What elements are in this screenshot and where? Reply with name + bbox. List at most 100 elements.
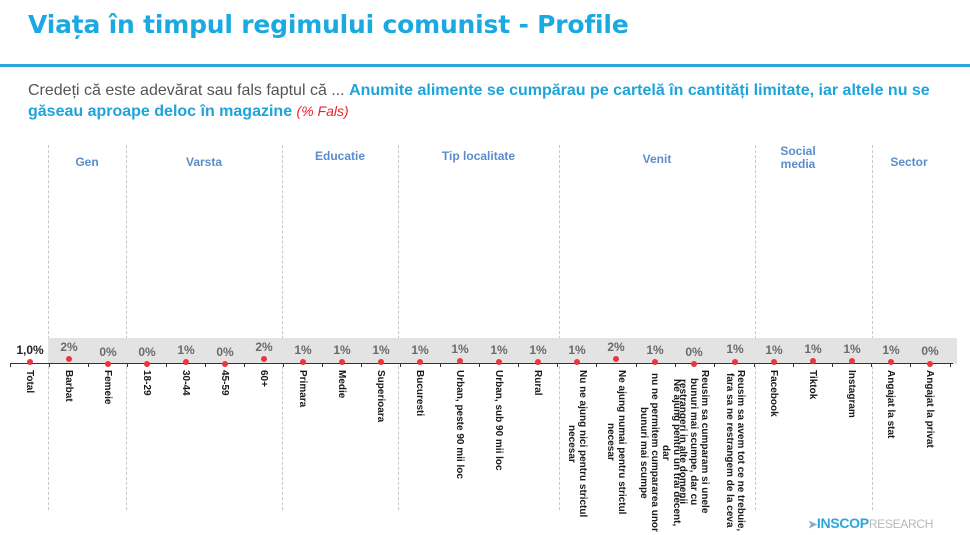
data-marker — [144, 361, 150, 367]
inscop-logo: ➤INSCOPRESEARCH — [808, 515, 933, 531]
axis-tick — [910, 363, 911, 367]
group-divider — [755, 145, 756, 510]
category-label: Medie — [336, 370, 347, 399]
value-label: 2% — [255, 340, 273, 354]
data-marker — [105, 361, 111, 367]
value-label: 1% — [372, 343, 390, 357]
data-marker — [457, 358, 463, 364]
value-label: 0% — [685, 345, 703, 359]
category-label: Barbat — [63, 370, 74, 402]
data-marker — [732, 359, 738, 365]
page-title: Viața în timpul regimului comunist - Pro… — [28, 10, 629, 39]
category-label: Urban, sub 90 mii loc — [493, 370, 504, 471]
value-label: 1% — [294, 343, 312, 357]
axis-tick — [675, 363, 676, 367]
value-label: 0% — [138, 345, 156, 359]
axis-tick — [596, 363, 597, 367]
data-marker — [417, 359, 423, 365]
axis-tick — [440, 363, 441, 367]
category-label: Reusim sa avem tot ce ne trebuie, fara s… — [724, 370, 746, 532]
axis-tick — [714, 363, 715, 367]
value-label: 0% — [99, 345, 117, 359]
question-unit: (% Fals) — [296, 103, 349, 119]
category-label: Tiktok — [807, 370, 818, 400]
value-label: 2% — [60, 340, 78, 354]
question-text: Credeți că este adevărat sau fals faptul… — [28, 80, 948, 122]
value-label: 1% — [843, 342, 861, 356]
question-prefix: Credeți că este adevărat sau fals faptul… — [28, 82, 350, 99]
axis-tick — [832, 363, 833, 367]
data-marker — [378, 359, 384, 365]
value-label: 1% — [411, 343, 429, 357]
group-divider — [126, 145, 127, 510]
category-label: 45-59 — [219, 370, 230, 396]
category-label: 18-29 — [141, 370, 152, 396]
group-divider — [282, 145, 283, 510]
group-label-venit: Venit — [642, 152, 672, 166]
group-divider — [559, 145, 560, 510]
category-label: Urban, peste 90 mii loc — [454, 370, 465, 479]
axis-tick — [754, 363, 755, 367]
category-label: Facebook — [768, 370, 779, 417]
axis-tick — [166, 363, 167, 367]
category-label: Primara — [297, 370, 308, 408]
category-label: Bucuresti — [414, 370, 425, 417]
data-marker — [613, 356, 619, 362]
category-label: Instagram — [846, 370, 857, 418]
value-label: 1% — [568, 343, 586, 357]
group-label-educatie: Educatie — [314, 149, 365, 163]
group-divider — [48, 145, 49, 510]
data-marker — [691, 361, 697, 367]
value-label: 0% — [216, 345, 234, 359]
value-label: 0% — [921, 344, 939, 358]
title-underline — [0, 64, 970, 67]
data-marker — [496, 359, 502, 365]
logo-mark-icon: ➤ — [808, 519, 817, 531]
category-label: Superioara — [375, 370, 386, 423]
category-label-total: Total — [24, 370, 35, 394]
category-label: Angajat la stat — [885, 370, 896, 439]
axis-tick — [88, 363, 89, 367]
data-marker — [183, 359, 189, 365]
axis-tick — [283, 363, 284, 367]
axis-tick — [950, 363, 951, 367]
x-axis — [10, 363, 953, 364]
value-label: 1% — [451, 342, 469, 356]
axis-tick — [636, 363, 637, 367]
axis-tick — [205, 363, 206, 367]
axis-tick — [244, 363, 245, 367]
category-label: Ne ajung numai pentru strictul necesar — [605, 370, 627, 515]
axis-tick — [127, 363, 128, 367]
logo-brand: INSCOP — [816, 515, 869, 531]
value-label: 1% — [177, 343, 195, 357]
data-marker — [222, 361, 228, 367]
data-marker — [888, 359, 894, 365]
axis-tick — [479, 363, 480, 367]
data-marker — [66, 356, 72, 362]
category-label: Angajat la privat — [924, 370, 935, 448]
value-label: 1% — [804, 342, 822, 356]
category-label: 60+ — [258, 370, 269, 387]
group-label-tip-localitate: Tip localitate — [441, 149, 516, 163]
axis-tick — [361, 363, 362, 367]
data-marker — [261, 356, 267, 362]
data-marker — [574, 359, 580, 365]
axis-tick — [49, 363, 50, 367]
value-label: 2% — [607, 340, 625, 354]
data-marker — [339, 359, 345, 365]
group-label-social-media: Social media — [780, 144, 816, 171]
value-label: 1% — [529, 343, 547, 357]
axis-tick — [793, 363, 794, 367]
value-label: 1% — [646, 343, 664, 357]
group-divider — [398, 145, 399, 510]
value-label-total: 1,0% — [16, 343, 44, 357]
logo-suffix: RESEARCH — [868, 517, 934, 531]
data-marker — [810, 358, 816, 364]
category-label: Reusim sa cumparam si unele bunuri mai s… — [677, 370, 710, 514]
category-label: 30-44 — [180, 370, 191, 396]
data-marker — [27, 359, 33, 365]
category-label: Femeie — [102, 370, 113, 405]
group-label-sector: Sector — [890, 155, 928, 169]
value-label: 1% — [882, 343, 900, 357]
category-label: Nu ne ajung nici pentru strictul necesar — [566, 370, 588, 518]
